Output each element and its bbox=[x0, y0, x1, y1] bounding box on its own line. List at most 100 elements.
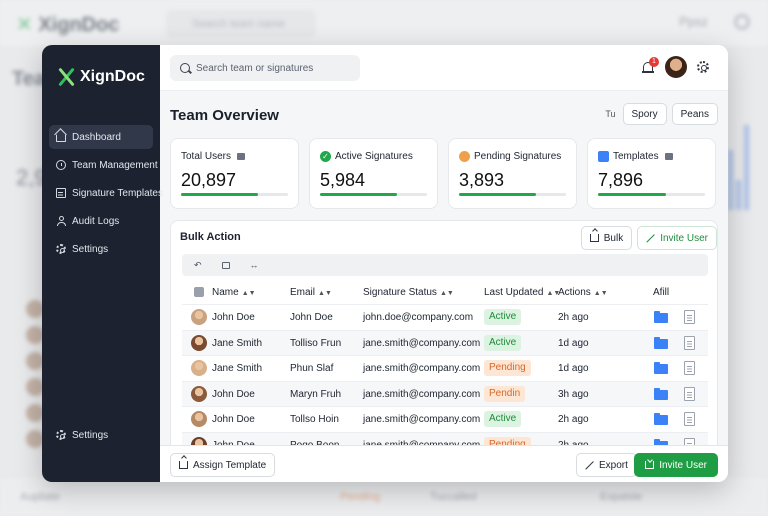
search-box bbox=[170, 55, 360, 81]
clock-icon bbox=[56, 160, 66, 170]
gear-icon[interactable] bbox=[697, 61, 709, 73]
folder-icon[interactable] bbox=[654, 387, 668, 400]
cell-email: john.doe@company.com bbox=[363, 312, 474, 323]
panel-actions: Bulk Invite User bbox=[580, 226, 717, 250]
stat-label: Total Users bbox=[181, 151, 232, 162]
bell-icon[interactable] bbox=[642, 61, 654, 74]
folder-icon[interactable] bbox=[654, 336, 668, 349]
sidebar-item-settings[interactable]: Settings bbox=[49, 237, 153, 261]
gear-icon bbox=[56, 244, 66, 254]
status-badge: Active bbox=[484, 334, 522, 351]
assign-template-button[interactable]: Assign Template bbox=[170, 453, 276, 477]
peans-button[interactable]: Peans bbox=[671, 103, 718, 125]
stats-row: Total Users 20,897 ✓ Active Signatures 5… bbox=[170, 138, 716, 209]
avatar bbox=[191, 360, 207, 376]
stat-card-templates[interactable]: Templates 7,896 bbox=[587, 138, 716, 209]
table-row[interactable]: John Doe Maryn Fruh jane.smith@company.com… bbox=[182, 380, 708, 406]
bulk-button-label: Bulk bbox=[603, 232, 624, 244]
folder-icon[interactable] bbox=[654, 362, 668, 374]
file-icon[interactable] bbox=[684, 412, 695, 426]
main-content: Team Overview Tu Spory Peans Total Users… bbox=[160, 91, 728, 482]
search-icon bbox=[180, 63, 190, 73]
sidebar-item-dashboard[interactable]: Dashboard bbox=[49, 125, 153, 149]
stat-label: Active Signatures bbox=[335, 151, 413, 162]
select-all-checkbox[interactable] bbox=[194, 287, 204, 297]
sidebar-item-label: Audit Logs bbox=[72, 215, 120, 227]
folder-icon[interactable] bbox=[654, 413, 668, 425]
sidebar-item-team-management[interactable]: Team Management bbox=[49, 153, 158, 177]
file-icon[interactable] bbox=[684, 361, 695, 375]
avatar bbox=[191, 334, 207, 351]
export-icon bbox=[585, 461, 594, 470]
table-toolbar: ↶ ↔ bbox=[182, 254, 708, 276]
stat-value: 7,896 bbox=[598, 170, 644, 190]
page-title: Team Overview bbox=[170, 107, 279, 124]
link-icon[interactable]: ↔ bbox=[249, 260, 259, 270]
stat-value: 20,897 bbox=[181, 170, 237, 190]
invite-user-button[interactable]: Invite User bbox=[637, 226, 717, 250]
table-row[interactable]: John Doe Tollso Hoin jane.smith@company.co… bbox=[182, 406, 708, 431]
column-header-email[interactable]: Email ▲▼ bbox=[290, 287, 332, 298]
table-row[interactable]: Jane Smith Tolliso Frun jane.smith@company… bbox=[182, 329, 708, 355]
sidebar-bottom: Settings bbox=[49, 423, 153, 451]
stat-card-pending-signatures[interactable]: Pending Signatures 3,893 bbox=[448, 138, 577, 209]
app-window: XignDoc Dashboard Team Management Signat… bbox=[42, 45, 728, 482]
stat-value: 5,984 bbox=[320, 170, 366, 190]
logo[interactable]: XignDoc bbox=[56, 67, 145, 87]
column-header-signature-status[interactable]: Signature Status ▲▼ bbox=[363, 287, 454, 298]
table-header: Name ▲▼ Email ▲▼ Signature Status ▲▼ Last U… bbox=[182, 280, 708, 304]
sidebar-item-signature-templates[interactable]: Signature Templates bbox=[49, 181, 163, 205]
stat-card-total-users[interactable]: Total Users 20,897 bbox=[170, 138, 299, 209]
invite-user-primary-label: Invite User bbox=[659, 459, 707, 471]
cell-last-updated: 1d ago bbox=[558, 363, 589, 374]
bulk-button[interactable]: Bulk bbox=[580, 226, 633, 250]
avatar bbox=[191, 309, 207, 325]
user-avatar[interactable] bbox=[665, 56, 687, 78]
invite-user-primary-button[interactable]: Invite User bbox=[634, 453, 718, 477]
spory-button[interactable]: Spory bbox=[622, 103, 667, 125]
search-input[interactable] bbox=[196, 62, 356, 74]
cell-email-name: Maryn Fruh bbox=[290, 388, 342, 400]
expand-icon bbox=[646, 234, 655, 243]
folder-icon[interactable] bbox=[654, 311, 668, 323]
table-row[interactable]: Jane Smith Phun Slaf jane.smith@company.co… bbox=[182, 355, 708, 380]
file-icon[interactable] bbox=[684, 310, 695, 324]
user-icon bbox=[56, 216, 66, 226]
sidebar-item-audit-logs[interactable]: Audit Logs bbox=[49, 209, 153, 233]
upload-icon bbox=[589, 234, 599, 242]
clock-orange-icon bbox=[459, 151, 470, 162]
background-number: 2,9 bbox=[16, 165, 47, 190]
cell-email: jane.smith@company.com bbox=[363, 363, 481, 374]
column-header-actions[interactable]: Actions ▲▼ bbox=[558, 287, 608, 298]
undo-icon[interactable]: ↶ bbox=[194, 259, 202, 270]
file-icon[interactable] bbox=[684, 335, 695, 350]
file-icon[interactable] bbox=[684, 386, 695, 401]
logo-text: XignDoc bbox=[80, 68, 145, 85]
background-avatars bbox=[26, 300, 44, 456]
cell-last-updated: 3h ago bbox=[558, 388, 589, 400]
stat-card-active-signatures[interactable]: ✓ Active Signatures 5,984 bbox=[309, 138, 438, 209]
stat-progress-bar bbox=[598, 193, 705, 196]
header-actions: Tu Spory Peans bbox=[605, 103, 718, 125]
mail-icon[interactable] bbox=[221, 261, 230, 269]
download-icon bbox=[645, 461, 655, 469]
stat-progress-bar bbox=[320, 193, 427, 196]
table-row[interactable]: John Doe John Doe john.doe@company.com Acti… bbox=[182, 304, 708, 329]
cell-name: John Doe bbox=[212, 312, 255, 323]
cell-name: Jane Smith bbox=[212, 337, 263, 349]
cell-email-name: Tollso Hoin bbox=[290, 414, 339, 425]
sidebar: XignDoc Dashboard Team Management Signat… bbox=[42, 45, 163, 482]
notification-badge: 1 bbox=[649, 57, 659, 67]
export-button[interactable]: Export bbox=[576, 453, 637, 477]
cell-email: jane.smith@company.com bbox=[363, 337, 481, 349]
stat-progress-fill bbox=[181, 193, 259, 196]
cell-email-name: Tolliso Frun bbox=[290, 337, 342, 349]
sidebar-item-label: Settings bbox=[72, 429, 109, 441]
bulk-action-panel: Bulk Action Bulk Invite User ↶ ↔ Name ▲▼ bbox=[170, 220, 718, 482]
stat-progress-fill bbox=[459, 193, 537, 196]
sidebar-item-label: Signature Templates bbox=[72, 187, 163, 199]
column-header-name[interactable]: Name ▲▼ bbox=[212, 287, 256, 298]
logo-mark-icon bbox=[56, 67, 76, 87]
sidebar-item-settings-bottom[interactable]: Settings bbox=[49, 423, 153, 447]
column-header-last-updated[interactable]: Last Updated ▲▼ bbox=[484, 287, 561, 298]
